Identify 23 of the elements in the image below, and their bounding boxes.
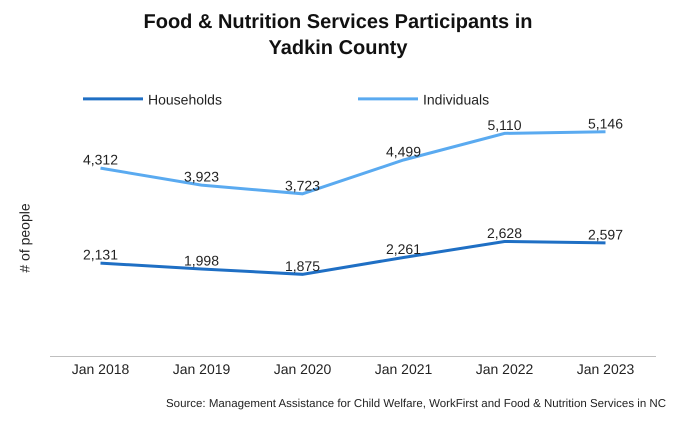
data-label: 1,875 — [284, 258, 320, 274]
data-label: 4,499 — [386, 143, 422, 160]
y-axis-title: # of people — [16, 203, 33, 273]
data-label: 2,628 — [486, 225, 522, 241]
x-tick-label: Jan 2021 — [374, 360, 433, 377]
x-tick-label: Jan 2023 — [576, 360, 635, 377]
x-tick-label: Jan 2019 — [172, 360, 231, 377]
data-label: 2,597 — [588, 226, 624, 242]
data-label: 3,923 — [184, 168, 220, 185]
data-label: 5,146 — [588, 115, 624, 132]
source-note: Source: Management Assistance for Child Welfare, WorkFirst and Food & Nutrition Services in NC — [166, 398, 666, 410]
data-label: 2,261 — [386, 240, 422, 257]
x-tick-label: Jan 2022 — [476, 360, 534, 377]
legend-label: Households — [148, 91, 222, 108]
data-label: 1,998 — [184, 252, 220, 268]
legend-label: Individuals — [423, 91, 490, 108]
data-label: 2,131 — [82, 246, 118, 263]
data-label: 4,312 — [82, 152, 118, 168]
x-tick-label: Jan 2020 — [274, 360, 332, 377]
chart-title: Food & Nutrition Services Participants in Yadkin County — [144, 10, 532, 59]
data-label: 5,110 — [488, 116, 522, 133]
data-label: 3,723 — [284, 177, 320, 194]
x-tick-label: Jan 2018 — [72, 360, 130, 377]
